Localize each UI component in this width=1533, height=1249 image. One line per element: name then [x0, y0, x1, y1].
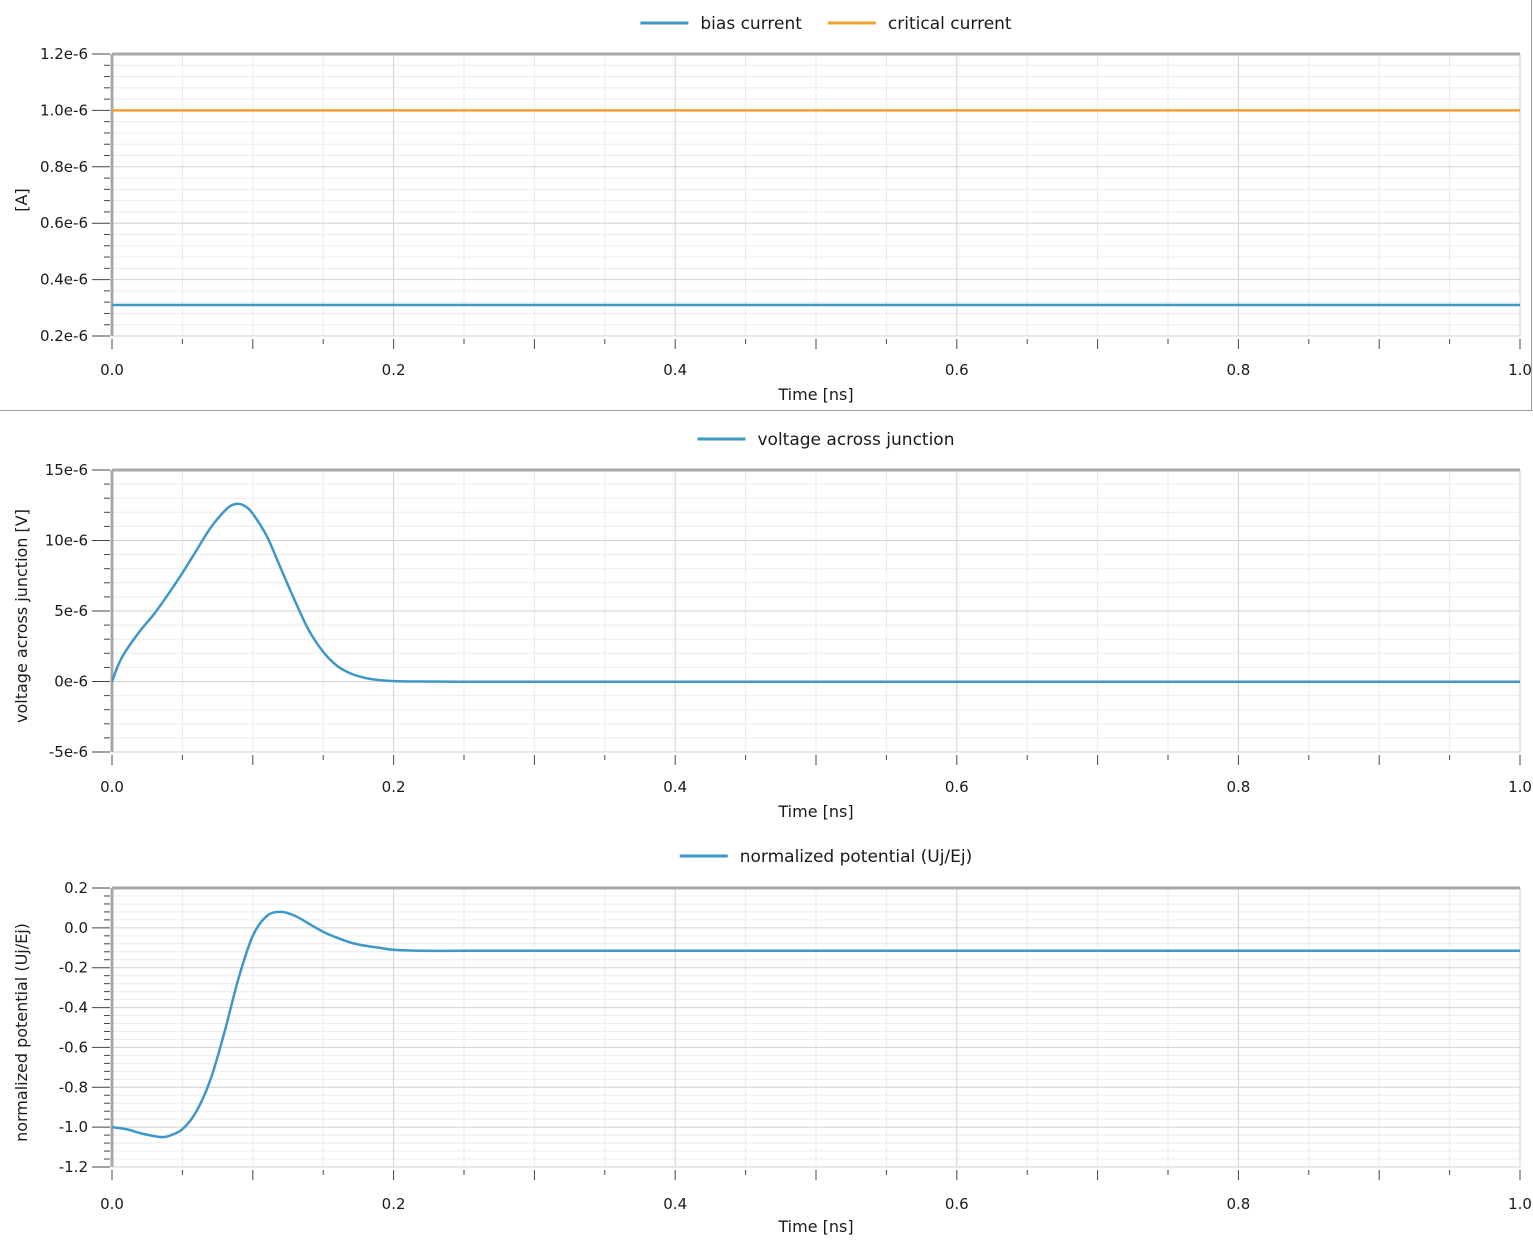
x-tick-label: 1.0: [1508, 778, 1532, 796]
y-axis-title: [A]: [12, 188, 31, 211]
y-tick-label: 0.8e-6: [40, 158, 88, 176]
major-grid: [111, 887, 1521, 1168]
series-line-normalized-potential-uj-ej: [111, 910, 1520, 1139]
y-tick-label: 0e-6: [54, 673, 88, 691]
y-axis-title: normalized potential (Uj/Ej): [12, 923, 31, 1142]
x-tick-label: 0.2: [382, 778, 406, 796]
x-axis-title: Time [ns]: [777, 385, 853, 404]
x-tick-label: 0.4: [663, 361, 687, 379]
y-tick-label: -5e-6: [49, 743, 88, 761]
series-group: [110, 502, 1520, 684]
x-axis: 0.0 0.2 0.4 0.6 0.8 1.0 Time [ns]: [100, 1170, 1532, 1236]
y-axis-title: voltage across junction [V]: [12, 509, 31, 723]
chart-panel-potential: 0.0 0.2 0.4 0.6 0.8 1.0 Time [ns] 0.2 0.0 -0.2 -0.…: [0, 834, 1533, 1249]
minor-grid: [112, 888, 1520, 1167]
x-axis-title: Time [ns]: [777, 1217, 853, 1236]
legend-label: normalized potential (Uj/Ej): [740, 847, 973, 867]
y-tick-label: -0.8: [59, 1078, 88, 1096]
y-tick-label: -0.2: [59, 959, 88, 977]
x-axis: 0.0 0.2 0.4 0.6 0.8 1.0 Time [ns]: [100, 339, 1532, 404]
y-tick-label: 0.2e-6: [40, 327, 88, 345]
potential-chart: 0.0 0.2 0.4 0.6 0.8 1.0 Time [ns] 0.2 0.0 -0.2 -0.…: [12, 847, 1532, 1236]
y-tick-label: 0.6e-6: [40, 214, 88, 232]
y-tick-label: 0.2: [64, 879, 88, 897]
y-axis: 15e-6 10e-6 5e-6 0e-6 -5e-6 voltage across ju…: [12, 461, 110, 761]
voltage-chart: 0.0 0.2 0.4 0.6 0.8 1.0 Time [ns] 15e-6 10e-6 5e-…: [12, 430, 1532, 821]
x-tick-label: 1.0: [1508, 1195, 1532, 1213]
x-tick-label: 0.4: [663, 778, 687, 796]
series-group: [112, 109, 1520, 307]
x-tick-label: 0.0: [100, 361, 124, 379]
y-axis: 0.2 0.0 -0.2 -0.4 -0.6 -0.8 -1.0 -1.2 normalized…: [12, 879, 110, 1176]
x-tick-label: 0.6: [945, 1195, 969, 1213]
x-tick-label: 0.8: [1226, 778, 1250, 796]
legend: bias current critical current: [640, 14, 1012, 34]
legend-label: bias current: [700, 14, 802, 34]
y-tick-label: 0.4e-6: [40, 271, 88, 289]
x-tick-label: 0.0: [100, 778, 124, 796]
x-tick-label: 0.0: [100, 1195, 124, 1213]
y-tick-label: 1.2e-6: [40, 45, 88, 63]
y-tick-label: 15e-6: [45, 461, 88, 479]
currents-chart: 0.0 0.2 0.4 0.6 0.8 1.0 Time [ns] 1.2e-6 1.0e-6 0…: [12, 14, 1532, 404]
x-tick-label: 0.4: [663, 1195, 687, 1213]
panel-separator: [0, 410, 1533, 411]
x-tick-label: 0.6: [945, 361, 969, 379]
y-tick-label: 5e-6: [54, 602, 88, 620]
x-tick-label: 0.8: [1226, 361, 1250, 379]
y-tick-label: -1.2: [59, 1158, 88, 1176]
y-tick-label: -1.0: [59, 1118, 88, 1136]
x-axis-title: Time [ns]: [777, 802, 853, 821]
y-tick-label: -0.6: [59, 1038, 88, 1056]
x-tick-label: 0.6: [945, 778, 969, 796]
minor-grid: [112, 470, 1520, 752]
legend-label: critical current: [888, 14, 1012, 34]
legend-label: voltage across junction: [757, 430, 954, 450]
y-tick-label: 1.0e-6: [40, 101, 88, 119]
x-tick-label: 0.2: [382, 361, 406, 379]
panel-border-right: [1531, 0, 1532, 411]
x-tick-label: 1.0: [1508, 361, 1532, 379]
minor-grid: [112, 54, 1520, 336]
y-tick-label: 0.0: [64, 919, 88, 937]
y-axis: 1.2e-6 1.0e-6 0.8e-6 0.6e-6 0.4e-6 0.2e-6 [A]: [12, 45, 110, 345]
x-tick-label: 0.2: [382, 1195, 406, 1213]
chart-panel-currents: 0.0 0.2 0.4 0.6 0.8 1.0 Time [ns] 1.2e-6 1.0e-6 0…: [0, 0, 1533, 411]
series-line-voltage-across-junction: [110, 502, 1520, 684]
y-tick-label: -0.4: [59, 999, 88, 1017]
series-group: [111, 910, 1520, 1139]
x-axis: 0.0 0.2 0.4 0.6 0.8 1.0 Time [ns]: [100, 755, 1532, 821]
x-tick-label: 0.8: [1226, 1195, 1250, 1213]
legend: voltage across junction: [697, 430, 955, 450]
legend: normalized potential (Uj/Ej): [679, 847, 973, 867]
chart-panel-voltage: 0.0 0.2 0.4 0.6 0.8 1.0 Time [ns] 15e-6 10e-6 5e-…: [0, 416, 1533, 828]
y-tick-label: 10e-6: [45, 532, 88, 550]
